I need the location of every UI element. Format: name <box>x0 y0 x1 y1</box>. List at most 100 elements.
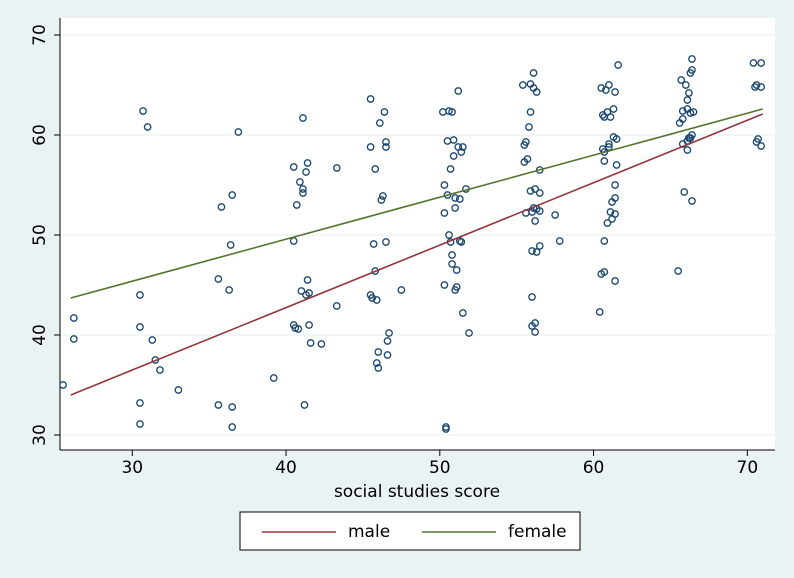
x-tick-label: 60 <box>583 458 605 478</box>
fit-line <box>70 108 763 299</box>
point <box>445 231 453 239</box>
point <box>532 248 541 256</box>
point <box>366 143 375 151</box>
point <box>452 266 461 274</box>
point <box>518 81 527 89</box>
point <box>226 241 235 249</box>
point <box>289 163 298 171</box>
point <box>526 187 535 195</box>
point <box>459 143 467 151</box>
point <box>139 107 147 115</box>
point <box>374 364 383 372</box>
point <box>380 108 389 116</box>
point <box>449 152 458 160</box>
point <box>528 293 536 301</box>
point <box>600 157 609 165</box>
point <box>317 340 326 348</box>
point <box>446 165 455 173</box>
point <box>148 336 157 344</box>
point <box>302 168 310 176</box>
point <box>174 386 183 394</box>
x-tick-label: 50 <box>429 458 451 478</box>
point <box>606 113 615 121</box>
point <box>299 189 307 197</box>
point <box>136 291 144 299</box>
point <box>754 135 762 143</box>
point <box>451 204 460 212</box>
point <box>214 275 223 283</box>
point <box>217 203 226 211</box>
point <box>603 219 612 227</box>
point <box>680 188 689 196</box>
point <box>59 381 67 389</box>
point <box>371 267 380 275</box>
x-tick-label: 70 <box>737 458 759 478</box>
point <box>688 197 696 205</box>
point <box>677 76 686 84</box>
point <box>611 277 619 285</box>
point <box>303 276 312 284</box>
point <box>757 142 766 150</box>
point <box>457 148 466 156</box>
point <box>674 267 682 275</box>
point <box>683 146 692 154</box>
point <box>366 95 375 103</box>
y-tick-label: 30 <box>30 424 50 446</box>
point <box>136 420 144 428</box>
point <box>611 181 619 189</box>
point <box>305 321 313 329</box>
point <box>440 181 449 189</box>
point <box>529 69 538 77</box>
point <box>303 159 312 167</box>
point <box>457 238 466 246</box>
point <box>535 189 544 197</box>
point <box>136 399 144 407</box>
point <box>297 287 306 295</box>
y-tick-label: 40 <box>30 324 50 346</box>
point <box>612 161 621 169</box>
point <box>440 281 449 289</box>
point <box>612 135 621 143</box>
point <box>382 138 390 146</box>
point <box>611 88 619 96</box>
point <box>371 165 380 173</box>
point <box>688 131 696 139</box>
point <box>214 401 223 409</box>
point <box>752 81 761 89</box>
point <box>528 247 536 255</box>
legend-label: male <box>348 522 390 542</box>
point <box>372 296 381 304</box>
x-tick-label: 30 <box>121 458 143 478</box>
point <box>385 329 393 337</box>
point <box>228 191 237 199</box>
point <box>526 108 535 116</box>
point <box>555 237 564 245</box>
point <box>292 201 301 209</box>
point <box>614 61 623 69</box>
point <box>455 195 464 203</box>
point <box>368 294 376 302</box>
point <box>299 185 307 193</box>
point <box>688 55 696 63</box>
point <box>296 178 304 186</box>
point <box>611 210 619 218</box>
point <box>757 83 766 91</box>
point <box>448 251 456 259</box>
point <box>595 308 604 316</box>
point <box>597 84 606 92</box>
legend-box <box>239 511 581 551</box>
point <box>397 286 406 294</box>
point <box>369 240 378 248</box>
x-tick-label: 40 <box>275 458 297 478</box>
point <box>532 88 541 96</box>
point <box>757 59 766 67</box>
point <box>228 403 237 411</box>
x-axis-label: social studies score <box>334 482 500 502</box>
point <box>600 237 609 245</box>
point <box>332 302 341 310</box>
point <box>305 289 313 297</box>
point <box>451 194 460 202</box>
point <box>294 325 303 333</box>
